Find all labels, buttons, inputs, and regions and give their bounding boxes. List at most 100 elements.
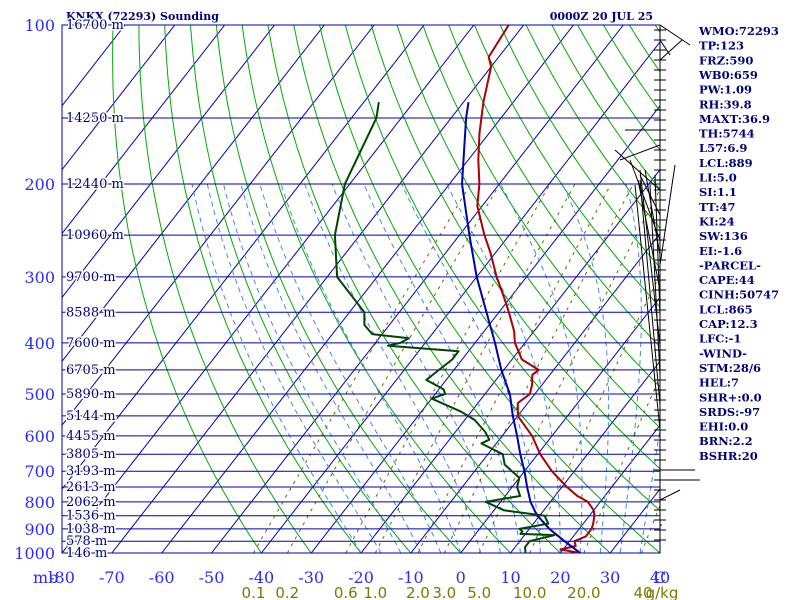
isotherm-line <box>111 25 525 553</box>
pressure-unit-label: mb <box>33 568 58 587</box>
sounding-index: STM:28/6 <box>699 361 761 375</box>
wind-barb-column <box>614 24 700 553</box>
wind-barb <box>634 184 661 431</box>
mixing-ratio-line <box>345 183 551 553</box>
sounding-index: WB0:659 <box>698 68 758 82</box>
sounding-index: TT:47 <box>699 200 736 214</box>
temperature-tick-label: 20 <box>550 568 570 587</box>
height-level-label: 9700 m <box>66 270 116 285</box>
sounding-index: CINH:50747 <box>699 288 779 302</box>
sounding-index: SI:1.1 <box>699 185 737 199</box>
sounding-index: -PARCEL- <box>699 258 761 272</box>
mixing-ratio-label: 0.2 <box>275 584 299 600</box>
temperature-tick-label: 40 <box>650 568 670 587</box>
isotherm-line <box>62 25 325 363</box>
moist-adiabat-line <box>331 183 501 553</box>
mixing-ratio-label: 5.0 <box>467 584 491 600</box>
pressure-tick-label: 600 <box>24 427 55 446</box>
isotherm-line <box>62 25 176 171</box>
wind-barb <box>619 144 661 161</box>
mixing-ratio-label: g/kg <box>646 584 679 600</box>
wind-barb <box>659 489 681 501</box>
sounding-index: CAPE:44 <box>699 273 755 287</box>
temperature-tick-label: 30 <box>600 568 620 587</box>
height-level-label: 5890 m <box>66 387 116 402</box>
isotherm-line <box>62 25 275 299</box>
pressure-tick-label: 1000 <box>14 544 55 563</box>
height-level-label: 5144 m <box>66 409 116 424</box>
sounding-index: CAP:12.3 <box>699 317 758 331</box>
isotherm-line <box>559 424 660 553</box>
isotherm-line <box>510 360 660 553</box>
sounding-title: KNKX (72293) Sounding <box>66 10 219 23</box>
height-level-label: 8588 m <box>66 305 116 320</box>
temperature-tick-label: -30 <box>298 568 324 587</box>
temperature-tick-label: -70 <box>99 568 125 587</box>
pressure-tick-label: 100 <box>24 16 55 35</box>
sounding-index: EI:-1.6 <box>699 244 742 258</box>
sounding-index: BSHR:20 <box>699 449 758 463</box>
dry-adiabat-line <box>293 25 611 553</box>
dry-adiabat-line <box>241 25 512 553</box>
moist-adiabat-line <box>240 183 422 553</box>
sounding-index: LCL:865 <box>699 302 753 316</box>
pressure-tick-label: 400 <box>24 334 55 353</box>
isotherm-line <box>260 41 660 553</box>
pressure-tick-label: 700 <box>24 462 55 481</box>
height-level-label: 146 m <box>66 546 107 561</box>
mixing-ratio-label: 0.6 <box>334 584 358 600</box>
pressure-tick-label: 300 <box>24 268 55 287</box>
wind-barb <box>639 179 661 406</box>
dry-adiabat-line <box>164 25 362 553</box>
dry-adiabat-line <box>112 25 262 553</box>
isobar-lines <box>61 24 661 554</box>
temperature-tick-label: -10 <box>398 568 424 587</box>
isotherm-line <box>460 296 660 553</box>
sounding-index: LCL:889 <box>699 156 753 170</box>
sounding-index: RH:39.8 <box>699 97 752 111</box>
sounding-index: L57:6.9 <box>699 141 747 155</box>
moist-adiabat-line <box>619 183 642 553</box>
dry-adiabat-line <box>396 25 660 429</box>
dry-adiabat-line <box>448 25 660 348</box>
height-level-label: 14250 m <box>66 111 124 126</box>
sounding-index: EHI:0.0 <box>699 420 748 434</box>
sounding-series-0 <box>476 25 596 553</box>
isotherm-line <box>410 232 660 553</box>
height-level-label: 2613 m <box>66 480 116 495</box>
temperature-tick-label: -80 <box>49 568 75 587</box>
isotherm-lines <box>62 25 660 553</box>
temperature-tick-label: -60 <box>149 568 175 587</box>
mixing-ratio-label: 3.0 <box>432 584 456 600</box>
temperature-tick-label: 0 <box>456 568 466 587</box>
sounding-index: SRDS:-97 <box>699 405 760 419</box>
mixing-ratio-label: 40 <box>633 584 652 600</box>
dry-adiabat-line <box>422 25 660 388</box>
mixing-ratio-line <box>286 183 501 553</box>
sounding-index: TH:5744 <box>699 127 755 141</box>
wind-barb <box>659 39 683 61</box>
dry-adiabat-line <box>344 25 660 512</box>
sounding-index: FRZ:590 <box>699 53 753 67</box>
pressure-tick-label: 900 <box>24 520 55 539</box>
sounding-series-1 <box>461 102 581 553</box>
wind-barb <box>654 174 661 316</box>
mixing-ratio-label: 10.0 <box>513 584 546 600</box>
mixing-ratio-label: 0.1 <box>242 584 266 600</box>
height-level-label: 578 m <box>66 534 107 549</box>
isotherm-line <box>310 104 660 553</box>
pressure-tick-label: 500 <box>24 385 55 404</box>
pressure-tick-label: 800 <box>24 493 55 512</box>
dry-adiabat-line <box>499 25 660 269</box>
height-level-label: 2062 m <box>66 495 116 510</box>
wind-barb <box>659 164 676 266</box>
mixing-ratio-label: 2.0 <box>406 584 430 600</box>
sounding-series-2 <box>333 102 556 553</box>
sounding-index: LFC:-1 <box>699 332 741 346</box>
height-level-label: 12440 m <box>66 177 124 192</box>
chart-text: KNKX (72293) Sounding 0000Z 20 JUL 251000… <box>14 10 779 600</box>
sounding-index: TP:123 <box>699 39 744 53</box>
sounding-index: LI:5.0 <box>699 171 737 185</box>
height-level-label: 1536 m <box>66 509 116 524</box>
dry-adiabat-line <box>319 25 660 553</box>
